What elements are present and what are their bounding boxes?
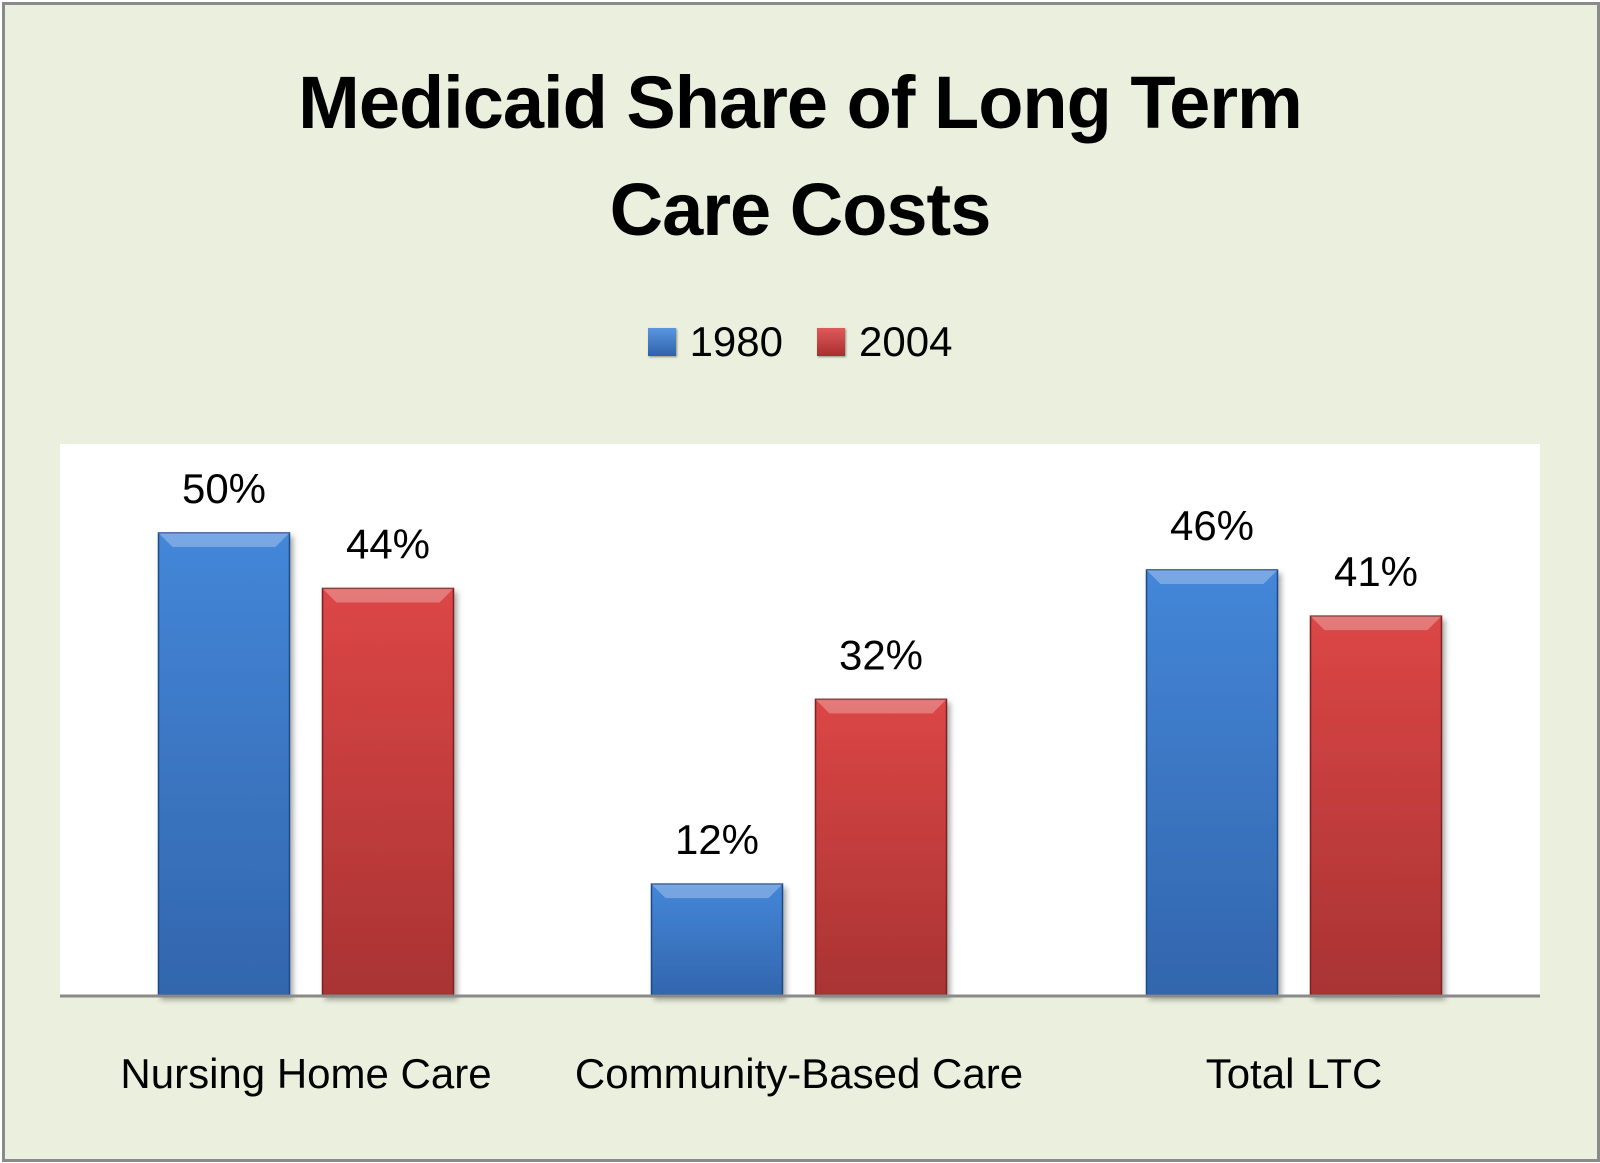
- bar-bevel: [158, 533, 290, 547]
- chart-title-line-1: Medicaid Share of Long Term: [298, 61, 1303, 144]
- bar-bevel: [322, 588, 454, 603]
- legend-item-1980: 1980: [647, 318, 783, 366]
- bar-bevel: [1310, 616, 1442, 631]
- bar-1980: [157, 532, 291, 996]
- bar-bevel: [1146, 569, 1278, 584]
- data-label: 50%: [182, 465, 266, 512]
- data-label: 41%: [1334, 548, 1418, 595]
- bar-1980: [1145, 569, 1279, 996]
- legend-label-1980: 1980: [689, 318, 783, 365]
- legend: 1980 2004: [0, 318, 1600, 366]
- x-tick-label: Nursing Home Care: [120, 1050, 492, 1097]
- x-tick-label: Total LTC: [1205, 1050, 1383, 1097]
- bar-1980: [650, 883, 784, 996]
- bar-2004: [814, 698, 948, 996]
- legend-swatch-1980: [647, 328, 676, 356]
- bar-2004: [321, 587, 455, 996]
- chart-title-line-2: Care Costs: [609, 168, 992, 251]
- data-label: 46%: [1170, 502, 1254, 549]
- data-label: 32%: [839, 631, 923, 678]
- legend-swatch-2004: [817, 328, 845, 356]
- bar-bevel: [815, 699, 947, 714]
- bar-bevel: [651, 884, 783, 899]
- plot-background: [60, 444, 1540, 996]
- legend-item-2004: 2004: [817, 318, 952, 366]
- data-label: 44%: [346, 520, 430, 567]
- bar-2004: [1309, 615, 1443, 996]
- x-tick-label: Community-Based Care: [574, 1050, 1024, 1097]
- data-label: 12%: [675, 816, 759, 863]
- legend-label-2004: 2004: [859, 318, 953, 365]
